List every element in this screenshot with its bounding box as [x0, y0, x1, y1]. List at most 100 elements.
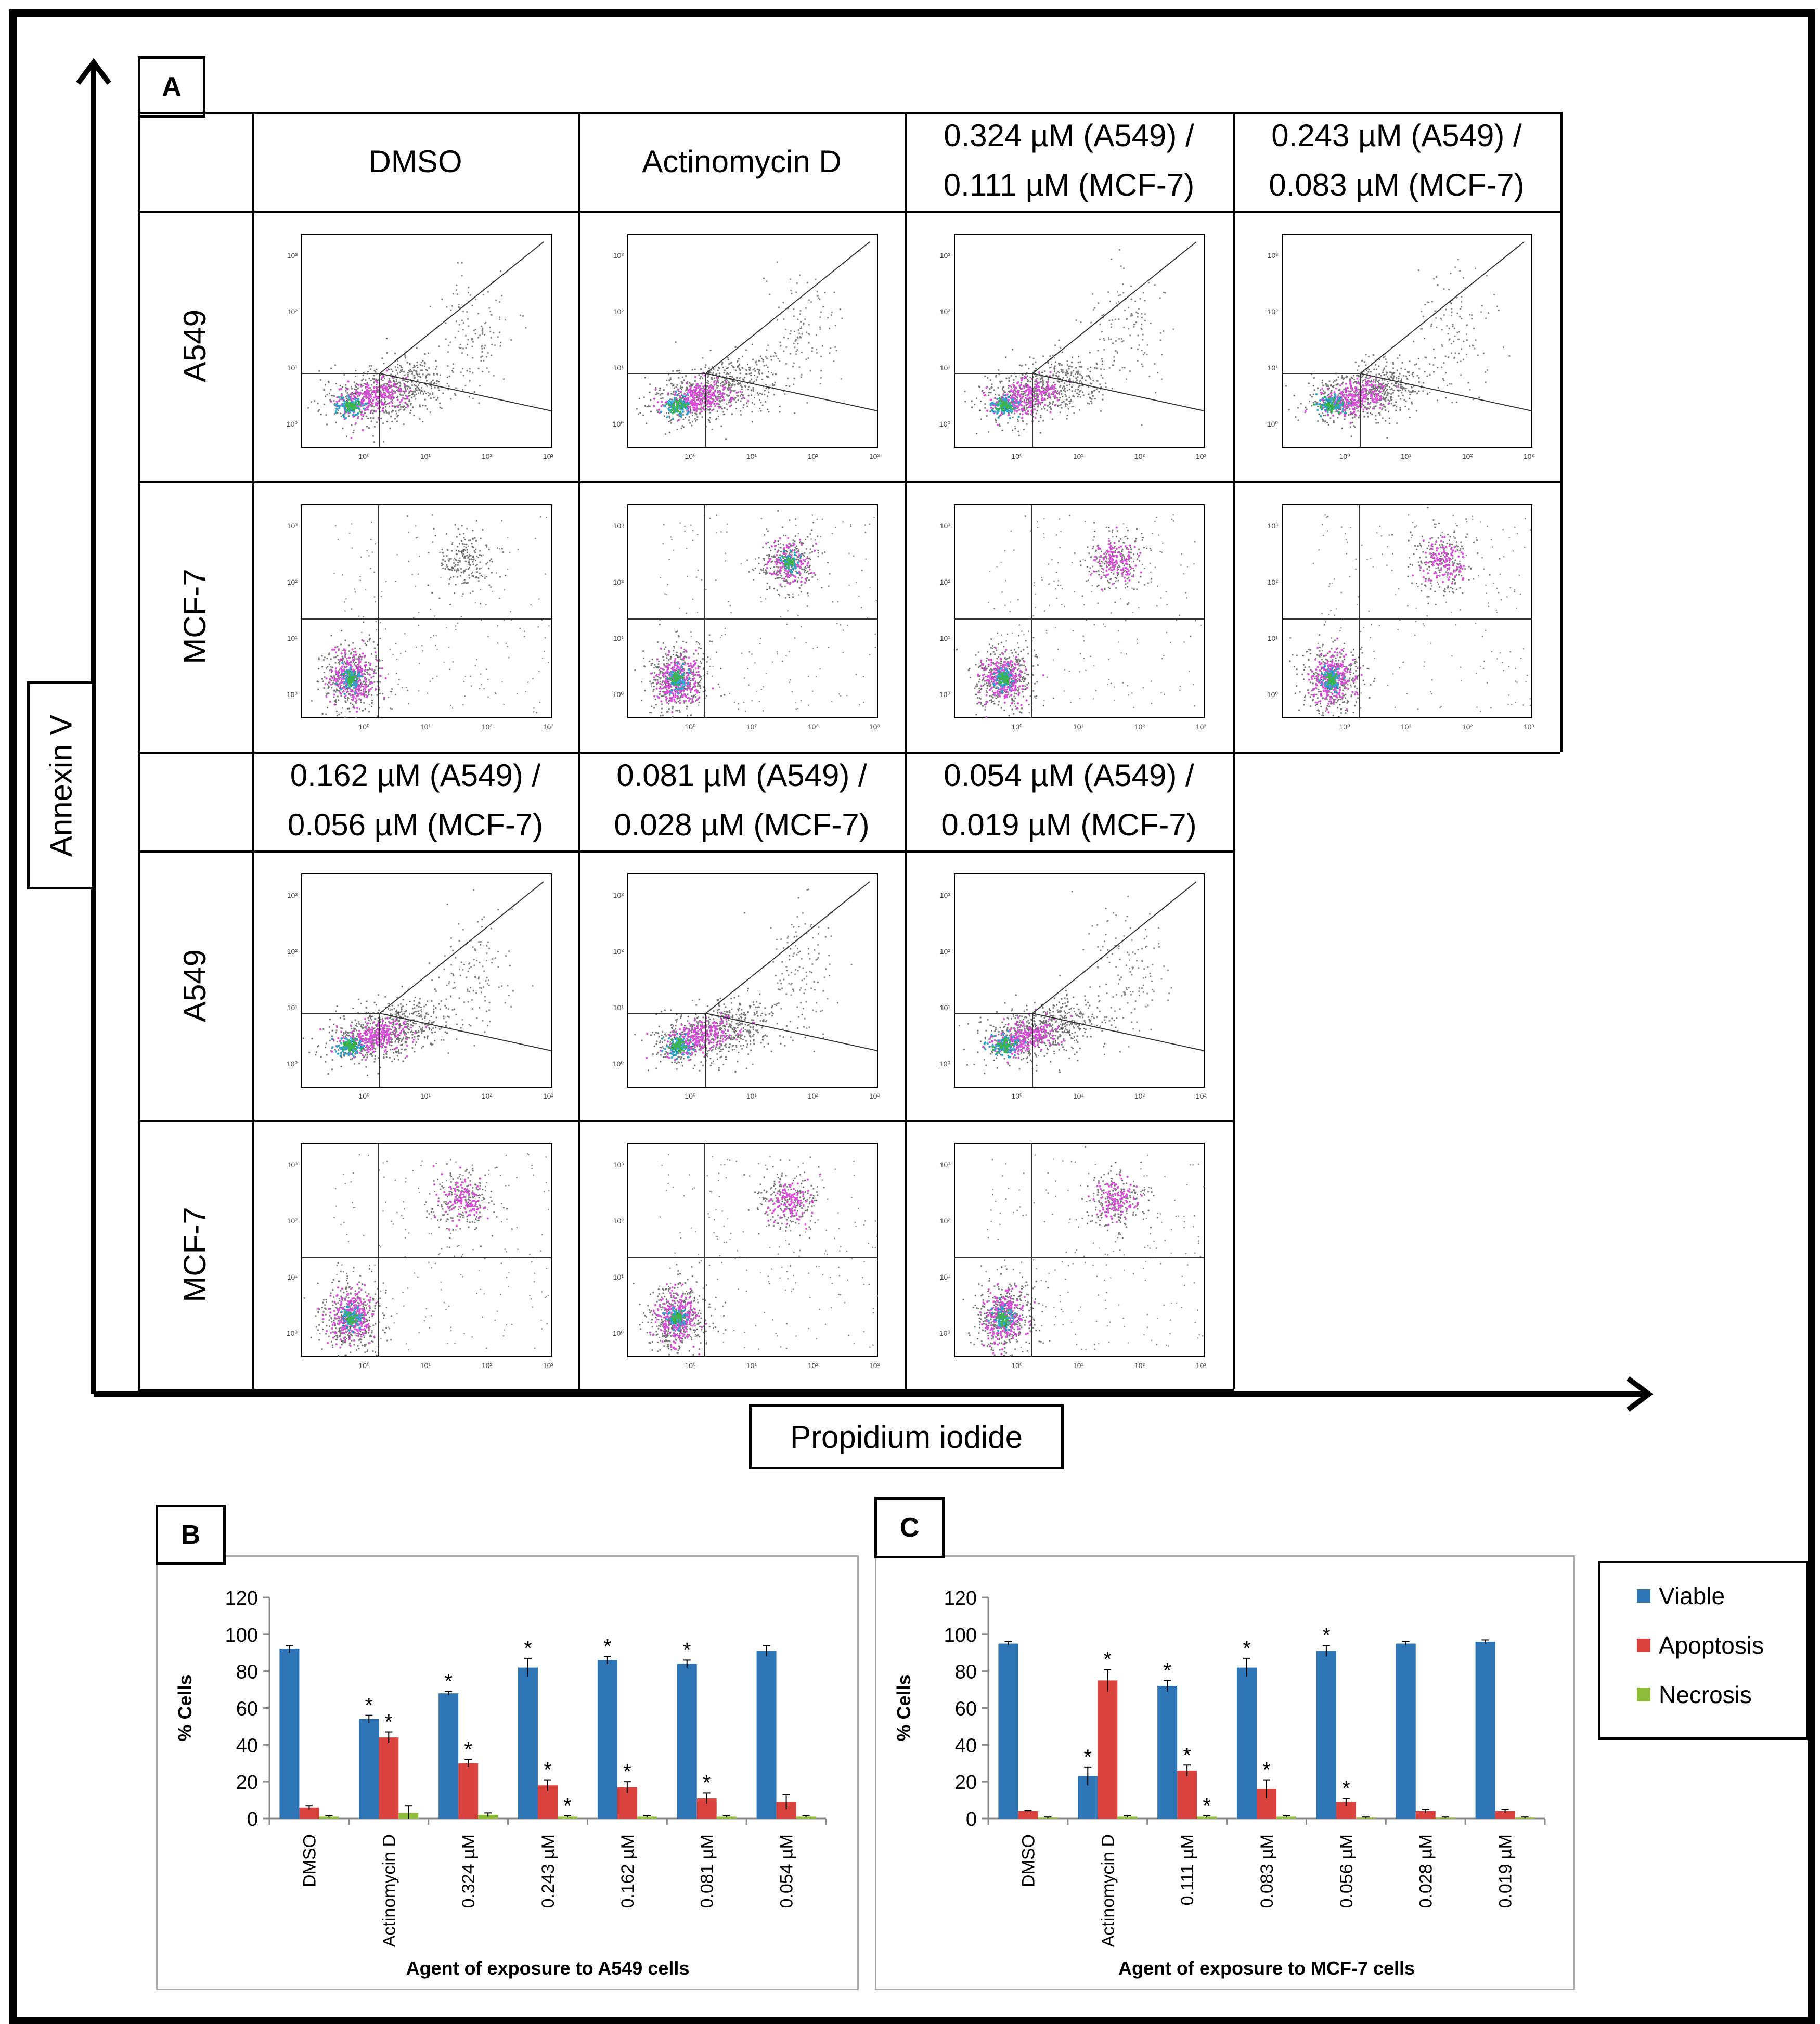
y-tick-label: 10⁰	[287, 1060, 298, 1068]
y-tick-label: 10²	[287, 307, 298, 316]
x-tick-label: 0.162 µM	[618, 1834, 638, 1908]
x-tick-label: 10¹	[1401, 452, 1412, 460]
bar-viable	[1157, 1686, 1177, 1819]
x-tick-label: 10⁰	[1011, 452, 1023, 460]
column-header: 0.162 µM (A549) /	[252, 752, 578, 800]
x-tick-label: 10²	[1134, 1361, 1145, 1370]
bar-viable	[279, 1649, 299, 1819]
x-tick-label: 10⁰	[358, 452, 370, 460]
significance-star: *	[683, 1639, 691, 1661]
y-tick-label: 100	[944, 1625, 977, 1646]
x-tick-label: 10³	[1524, 723, 1534, 731]
y-tick-label: 10¹	[940, 1273, 951, 1281]
x-tick-label: 10²	[482, 1361, 493, 1370]
x-tick-label: 10³	[1524, 452, 1534, 460]
panel-b-label: B	[156, 1505, 226, 1565]
y-tick-label: 10⁰	[613, 1329, 624, 1337]
gate-line	[1032, 242, 1196, 373]
y-tick-label: 10⁰	[287, 690, 298, 699]
event-dots	[964, 249, 1174, 436]
significance-star: *	[524, 1637, 532, 1660]
gate-line	[380, 373, 551, 411]
row-label-cell-line: A549	[174, 268, 216, 424]
y-tick-label: 20	[955, 1772, 977, 1794]
y-tick-label: 10¹	[287, 364, 298, 372]
y-tick-label: 10³	[1268, 251, 1279, 260]
x-tick-label: 0.081 µM	[698, 1834, 717, 1908]
y-tick-label: 10³	[287, 891, 298, 899]
column-header: 0.028 µM (MCF-7)	[578, 801, 905, 849]
x-tick-label: 10¹	[1073, 1361, 1084, 1370]
bar-viable	[1316, 1651, 1336, 1819]
significance-star: *	[444, 1670, 453, 1693]
row-label-cell-line: MCF-7	[174, 538, 216, 694]
x-tick-label: Actinomycin D	[379, 1834, 399, 1947]
y-tick-label: 60	[236, 1698, 258, 1720]
y-tick-label: 10⁰	[939, 420, 951, 428]
x-tick-label: 10³	[1196, 1361, 1207, 1370]
x-tick-label: 10⁰	[685, 1092, 696, 1100]
legend-label-viable: Viable	[1659, 1582, 1725, 1610]
legend-swatch-apoptosis	[1637, 1639, 1650, 1652]
y-tick-label: 10¹	[613, 1003, 624, 1012]
y-tick-label: 10¹	[1268, 634, 1279, 642]
x-tick-label: 10¹	[1073, 452, 1084, 460]
y-tick-label: 40	[236, 1735, 258, 1757]
y-tick-label: 10²	[613, 578, 624, 586]
x-tick-label: 10³	[543, 452, 554, 460]
x-tick-label: 10¹	[420, 452, 431, 460]
column-header: 0.056 µM (MCF-7)	[252, 801, 578, 849]
x-tick-label: 0.056 µM	[1337, 1834, 1357, 1908]
column-header: 0.081 µM (A549) /	[578, 752, 905, 800]
y-tick-label: 10³	[287, 1161, 298, 1169]
x-tick-label: 10²	[482, 1092, 493, 1100]
significance-star: *	[623, 1760, 631, 1783]
bar-viable	[1476, 1642, 1495, 1819]
x-tick-label: 10²	[1134, 1092, 1145, 1100]
legend-label-necrosis: Necrosis	[1659, 1681, 1752, 1709]
x-tick-label: 10¹	[746, 1361, 757, 1370]
significance-star: *	[1083, 1746, 1092, 1769]
y-tick-label: 60	[955, 1698, 977, 1720]
significance-star: *	[603, 1635, 612, 1658]
column-header: 0.324 µM (A549) /	[905, 112, 1233, 160]
x-tick-label: 10¹	[746, 452, 757, 460]
plot-frame	[954, 505, 1204, 718]
x-tick-label: 10³	[869, 1092, 880, 1100]
significance-star: *	[365, 1694, 373, 1717]
x-tick-label: 10⁰	[358, 1361, 370, 1370]
x-tick-label: 0.243 µM	[538, 1834, 558, 1908]
y-tick-label: 10⁰	[939, 690, 951, 699]
bar-viable	[677, 1664, 697, 1819]
y-tick-label: 10³	[940, 891, 951, 899]
gate-line	[380, 242, 544, 373]
x-tick-label: 0.324 µM	[459, 1834, 479, 1908]
bar-apoptosis	[1177, 1771, 1197, 1819]
row-label-cell-line: A549	[174, 908, 216, 1064]
y-tick-label: 10³	[287, 251, 298, 260]
legend-label-apoptosis: Apoptosis	[1659, 1631, 1764, 1659]
y-tick-label: 10²	[940, 578, 951, 586]
event-dots	[1289, 507, 1531, 717]
legend: Viable Apoptosis Necrosis	[1598, 1561, 1809, 1740]
y-tick-label: 10³	[940, 251, 951, 260]
legend-item-apoptosis: Apoptosis	[1637, 1631, 1764, 1659]
grid-col-line	[138, 112, 140, 752]
y-tick-label: 10³	[940, 522, 951, 530]
gate-line	[706, 242, 870, 373]
y-tick-label: 10²	[613, 1217, 624, 1225]
event-dots	[303, 1153, 549, 1357]
x-tick-label: Actinomycin D	[1098, 1834, 1118, 1947]
y-tick-label: 10⁰	[613, 1060, 624, 1068]
bar-apoptosis	[458, 1763, 478, 1819]
